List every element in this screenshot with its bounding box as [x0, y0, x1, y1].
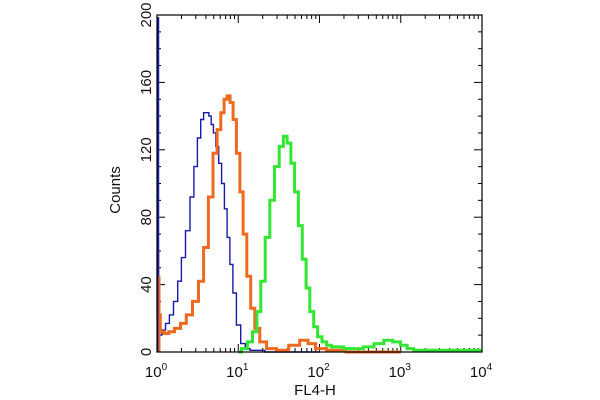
series-line-3: [238, 134, 482, 354]
axis-ticks: [156, 14, 482, 353]
y-tick-label: 120: [138, 137, 155, 162]
y-tick-label: 40: [138, 276, 155, 293]
plot-frame: [156, 14, 483, 353]
y-tick-label: 160: [138, 70, 155, 95]
x-tick-labels: 100 101 102 103 104: [145, 362, 493, 381]
series-layer: [156, 17, 482, 354]
x-tick-label: 102: [307, 362, 330, 381]
series-line-2: [156, 94, 401, 354]
x-tick-label: 100: [145, 362, 168, 381]
x-axis-title: FL4-H: [294, 382, 336, 399]
x-tick-label: 103: [389, 362, 412, 381]
x-tick-label: 101: [226, 362, 249, 381]
y-axis-title: Counts: [107, 166, 124, 214]
x-tick-label: 104: [470, 362, 493, 381]
y-tick-label: 0: [138, 348, 155, 356]
y-tick-labels: 0 40 80 120 160 200: [138, 2, 155, 356]
y-tick-label: 200: [138, 2, 155, 27]
y-tick-label: 80: [138, 209, 155, 226]
series-line-1: [157, 112, 320, 353]
